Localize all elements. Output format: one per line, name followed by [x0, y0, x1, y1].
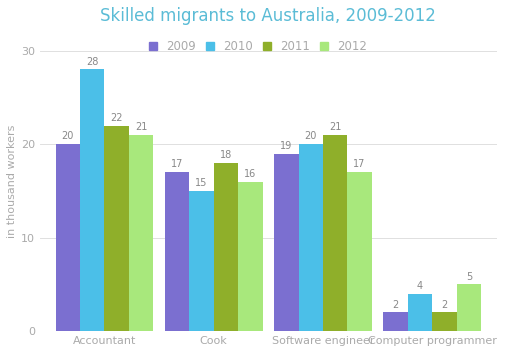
Text: 2: 2: [393, 300, 399, 310]
Bar: [274, 154, 298, 331]
Bar: [347, 172, 372, 331]
Text: 5: 5: [466, 272, 472, 282]
Text: 4: 4: [417, 281, 423, 291]
Bar: [323, 135, 347, 331]
Bar: [432, 312, 457, 331]
Text: 21: 21: [329, 122, 342, 132]
Text: 20: 20: [305, 131, 317, 142]
Bar: [80, 70, 104, 331]
Bar: [55, 144, 80, 331]
Text: 22: 22: [111, 113, 123, 123]
Y-axis label: in thousand workers: in thousand workers: [7, 125, 17, 238]
Bar: [129, 135, 153, 331]
Text: 19: 19: [280, 141, 292, 151]
Bar: [165, 172, 189, 331]
Bar: [189, 191, 214, 331]
Title: Skilled migrants to Australia, 2009-2012: Skilled migrants to Australia, 2009-2012: [100, 7, 436, 25]
Bar: [298, 144, 323, 331]
Bar: [214, 163, 238, 331]
Legend: 2009, 2010, 2011, 2012: 2009, 2010, 2011, 2012: [146, 38, 370, 56]
Text: 20: 20: [61, 131, 74, 142]
Text: 28: 28: [86, 56, 98, 67]
Bar: [383, 312, 408, 331]
Bar: [457, 285, 481, 331]
Text: 17: 17: [353, 160, 366, 169]
Text: 17: 17: [171, 160, 183, 169]
Text: 15: 15: [195, 178, 208, 188]
Bar: [104, 126, 129, 331]
Text: 21: 21: [135, 122, 147, 132]
Text: 2: 2: [441, 300, 447, 310]
Text: 16: 16: [244, 169, 257, 179]
Text: 18: 18: [220, 150, 232, 160]
Bar: [408, 294, 432, 331]
Bar: [238, 182, 263, 331]
